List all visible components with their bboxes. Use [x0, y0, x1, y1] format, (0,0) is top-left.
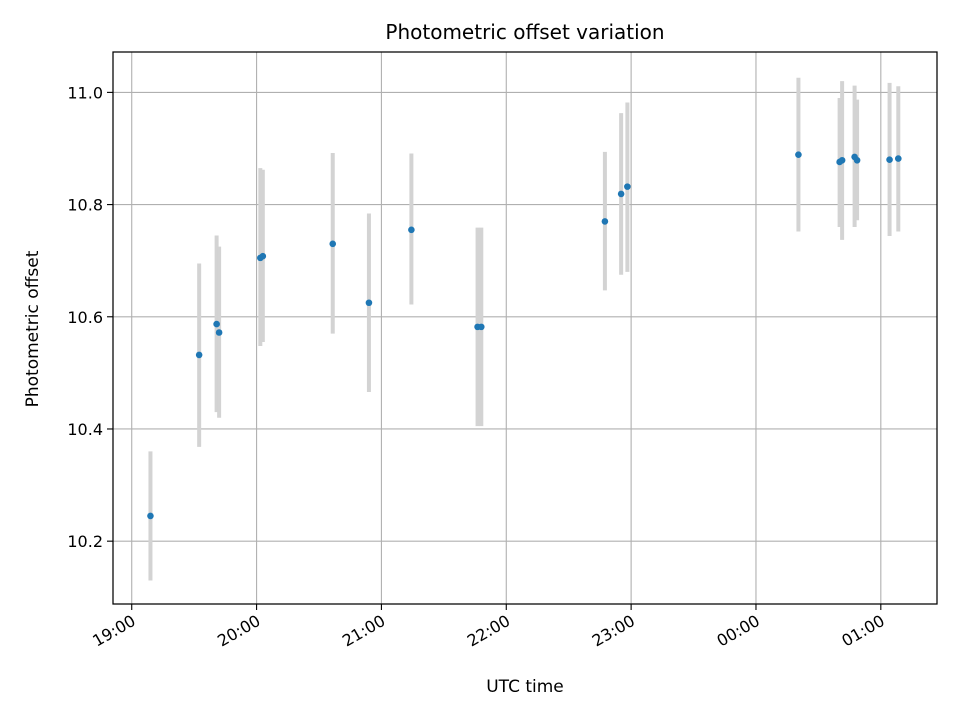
x-axis-label: UTC time: [486, 677, 564, 697]
data-point: [147, 512, 154, 520]
data-point: [617, 190, 625, 198]
data-point: [213, 320, 220, 328]
data-point: [259, 252, 267, 260]
y-axis-label: Photometric offset: [23, 250, 43, 407]
data-point: [365, 299, 373, 307]
data-point: [838, 156, 846, 164]
y-tick-label: 11.0: [67, 83, 103, 102]
data-point: [795, 151, 802, 158]
y-tick-label: 10.6: [67, 308, 103, 327]
data-point: [215, 329, 223, 336]
y-axis-ticks: 10.2 10.4 10.6 10.8 11.0: [67, 83, 113, 551]
y-tick-label: 10.2: [67, 532, 103, 551]
data-point: [886, 156, 893, 164]
y-tick-label: 10.8: [67, 196, 103, 215]
data-point: [329, 240, 337, 248]
data-point: [853, 156, 861, 164]
data-points: [147, 151, 902, 520]
plot-frame: [112, 51, 938, 605]
data-point: [894, 155, 902, 162]
y-tick-label: 10.4: [67, 420, 103, 439]
data-point: [408, 226, 415, 234]
data-point: [601, 218, 609, 225]
data-point: [478, 323, 485, 331]
data-point: [624, 183, 631, 190]
chart-title: Photometric offset variation: [385, 20, 664, 44]
data-point: [195, 351, 203, 359]
